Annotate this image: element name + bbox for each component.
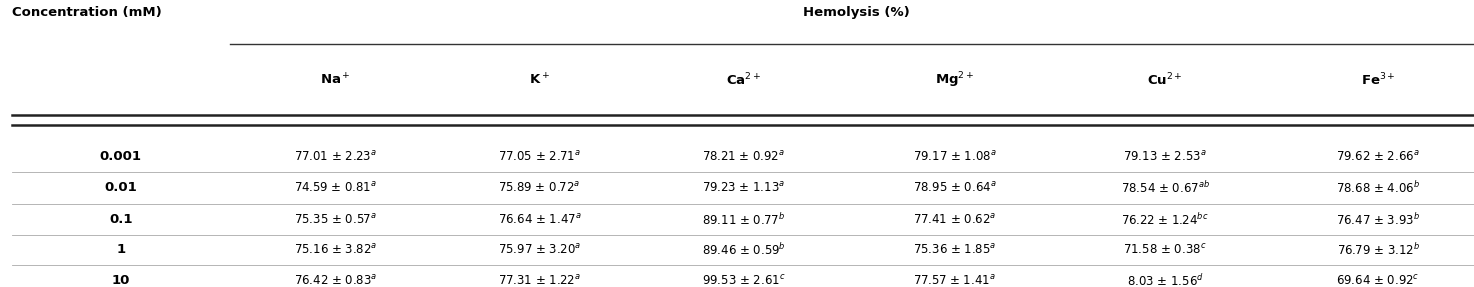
Text: 75.16 ± 3.82$^a$: 75.16 ± 3.82$^a$ xyxy=(293,243,377,257)
Text: 69.64 ± 0.92$^c$: 69.64 ± 0.92$^c$ xyxy=(1337,274,1419,287)
Text: 78.21 ± 0.92$^a$: 78.21 ± 0.92$^a$ xyxy=(702,150,786,163)
Text: 78.54 ± 0.67$^{ab}$: 78.54 ± 0.67$^{ab}$ xyxy=(1120,180,1210,196)
Text: 10: 10 xyxy=(112,274,130,287)
Text: 79.17 ± 1.08$^a$: 79.17 ± 1.08$^a$ xyxy=(912,150,996,163)
Text: 75.36 ± 1.85$^a$: 75.36 ± 1.85$^a$ xyxy=(912,243,996,257)
Text: 75.35 ± 0.57$^a$: 75.35 ± 0.57$^a$ xyxy=(293,213,377,226)
Text: 78.95 ± 0.64$^a$: 78.95 ± 0.64$^a$ xyxy=(912,181,996,195)
Text: 79.23 ± 1.13$^a$: 79.23 ± 1.13$^a$ xyxy=(702,181,786,195)
Text: 77.41 ± 0.62$^a$: 77.41 ± 0.62$^a$ xyxy=(912,213,996,226)
Text: 76.64 ± 1.47$^a$: 76.64 ± 1.47$^a$ xyxy=(498,213,581,226)
Text: 71.58 ± 0.38$^c$: 71.58 ± 0.38$^c$ xyxy=(1123,243,1207,257)
Text: 0.01: 0.01 xyxy=(105,181,137,195)
Text: Mg$^{2+}$: Mg$^{2+}$ xyxy=(935,71,974,90)
Text: 79.62 ± 2.66$^a$: 79.62 ± 2.66$^a$ xyxy=(1337,150,1419,163)
Text: Hemolysis (%): Hemolysis (%) xyxy=(803,6,909,20)
Text: 76.47 ± 3.93$^b$: 76.47 ± 3.93$^b$ xyxy=(1335,212,1421,228)
Text: 77.57 ± 1.41$^a$: 77.57 ± 1.41$^a$ xyxy=(912,274,996,287)
Text: 79.13 ± 2.53$^a$: 79.13 ± 2.53$^a$ xyxy=(1123,150,1207,163)
Text: 78.68 ± 4.06$^b$: 78.68 ± 4.06$^b$ xyxy=(1335,180,1421,196)
Text: 74.59 ± 0.81$^a$: 74.59 ± 0.81$^a$ xyxy=(293,181,377,195)
Text: 76.79 ± 3.12$^b$: 76.79 ± 3.12$^b$ xyxy=(1337,242,1419,258)
Text: 89.11 ± 0.77$^b$: 89.11 ± 0.77$^b$ xyxy=(702,212,786,228)
Text: 99.53 ± 2.61$^c$: 99.53 ± 2.61$^c$ xyxy=(702,274,786,287)
Text: 76.42 ± 0.83$^a$: 76.42 ± 0.83$^a$ xyxy=(293,274,377,287)
Text: 75.89 ± 0.72$^a$: 75.89 ± 0.72$^a$ xyxy=(498,181,581,195)
Text: 0.1: 0.1 xyxy=(109,213,133,226)
Text: 75.97 ± 3.20$^a$: 75.97 ± 3.20$^a$ xyxy=(498,243,581,257)
Text: K$^+$: K$^+$ xyxy=(529,73,550,88)
Text: 77.05 ± 2.71$^a$: 77.05 ± 2.71$^a$ xyxy=(498,150,581,163)
Text: Ca$^{2+}$: Ca$^{2+}$ xyxy=(727,72,761,89)
Text: 1: 1 xyxy=(116,243,125,256)
Text: Concentration (mM): Concentration (mM) xyxy=(12,6,162,20)
Text: Na$^+$: Na$^+$ xyxy=(320,73,351,88)
Text: 8.03 ± 1.56$^d$: 8.03 ± 1.56$^d$ xyxy=(1126,273,1204,287)
Text: 76.22 ± 1.24$^{bc}$: 76.22 ± 1.24$^{bc}$ xyxy=(1122,212,1209,228)
Text: Fe$^{3+}$: Fe$^{3+}$ xyxy=(1361,72,1396,89)
Text: 77.31 ± 1.22$^a$: 77.31 ± 1.22$^a$ xyxy=(498,274,581,287)
Text: 0.001: 0.001 xyxy=(100,150,142,163)
Text: 89.46 ± 0.59$^b$: 89.46 ± 0.59$^b$ xyxy=(702,242,786,258)
Text: 77.01 ± 2.23$^a$: 77.01 ± 2.23$^a$ xyxy=(293,150,377,163)
Text: Cu$^{2+}$: Cu$^{2+}$ xyxy=(1147,72,1184,89)
